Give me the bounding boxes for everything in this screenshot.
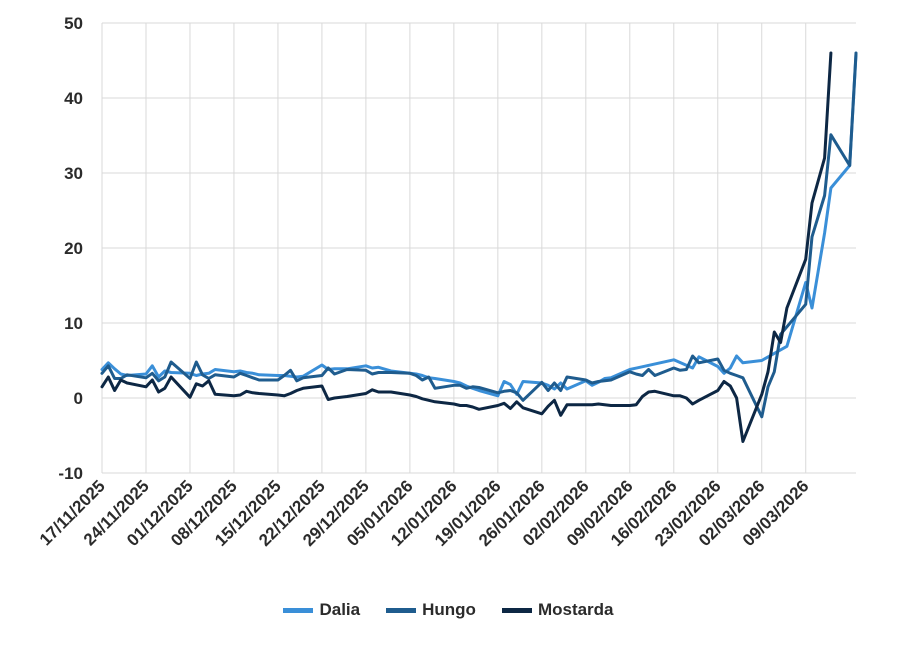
y-axis-ticks: -10 0 10 20 30 40 50	[58, 14, 83, 483]
y-tick-label: 20	[64, 239, 83, 258]
y-tick-label: -10	[58, 464, 83, 483]
series-line-hungo	[100, 51, 858, 419]
legend-swatch	[501, 607, 532, 613]
y-tick-label: 30	[64, 164, 83, 183]
series-lines	[100, 51, 858, 443]
legend-item-hungo: Hungo	[386, 600, 476, 620]
legend-swatch	[386, 607, 417, 613]
series-line-mostarda	[100, 51, 833, 443]
legend-label: Hungo	[422, 600, 476, 619]
series-line-dalia	[100, 53, 858, 398]
legend-item-dalia: Dalia	[283, 600, 360, 620]
legend-swatch	[283, 607, 314, 613]
legend-item-mostarda: Mostarda	[501, 600, 614, 620]
y-tick-label: 0	[74, 389, 83, 408]
legend-label: Mostarda	[537, 600, 614, 619]
legend: Dalia Hungo Mostarda	[0, 600, 897, 620]
y-tick-label: 10	[64, 314, 83, 333]
y-tick-label: 50	[64, 14, 83, 33]
y-tick-label: 40	[64, 89, 83, 108]
legend-label: Dalia	[319, 600, 361, 619]
x-axis-ticks: 17/11/202524/11/202501/12/202508/12/2025…	[36, 476, 813, 550]
grid-lines	[101, 22, 856, 474]
line-chart: -10 0 10 20 30 40 50 17/11/202524/11/202501/12…	[36, 14, 858, 550]
